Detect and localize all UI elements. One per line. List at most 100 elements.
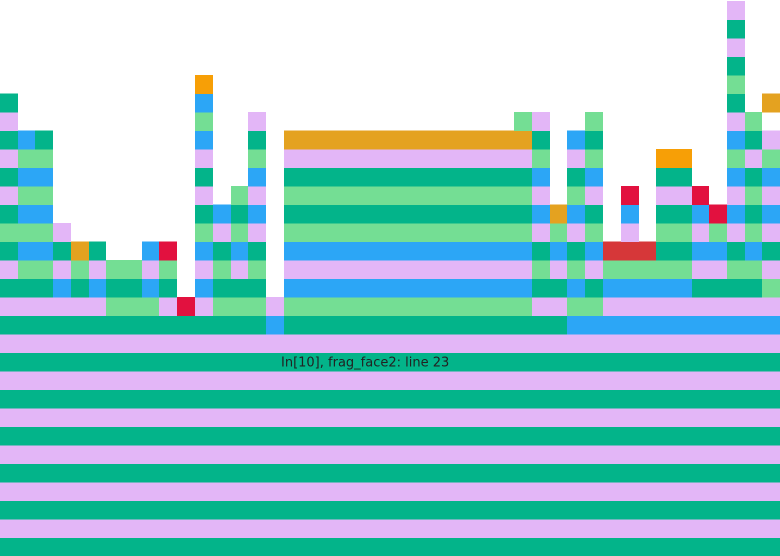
- flame-frame[interactable]: [0, 445, 780, 464]
- flame-frame[interactable]: [0, 241, 18, 261]
- flame-frame[interactable]: [727, 149, 745, 168]
- flame-frame[interactable]: [284, 315, 567, 335]
- flame-frame[interactable]: [0, 482, 780, 501]
- flame-frame[interactable]: [18, 204, 53, 224]
- flame-frame[interactable]: [585, 260, 603, 279]
- flame-frame[interactable]: [585, 112, 603, 131]
- flame-frame[interactable]: [585, 186, 603, 205]
- flame-frame[interactable]: [18, 130, 35, 150]
- flame-frame[interactable]: [727, 204, 745, 224]
- flame-frame[interactable]: [0, 297, 106, 316]
- flame-frame[interactable]: [0, 463, 780, 483]
- flame-frame[interactable]: [727, 223, 745, 242]
- flame-frame[interactable]: [745, 149, 762, 168]
- flame-frame[interactable]: [195, 204, 213, 224]
- flame-frame[interactable]: [567, 149, 585, 168]
- flame-frame[interactable]: [213, 260, 231, 279]
- flame-frame[interactable]: [727, 260, 762, 279]
- flame-frame[interactable]: [603, 241, 656, 261]
- flame-frame[interactable]: [585, 130, 603, 150]
- flame-frame[interactable]: [18, 149, 53, 168]
- flame-frame[interactable]: [727, 38, 745, 57]
- flame-frame[interactable]: [248, 130, 266, 150]
- flame-frame[interactable]: [18, 186, 53, 205]
- flame-frame[interactable]: [231, 204, 248, 224]
- flame-frame[interactable]: [762, 130, 780, 150]
- flame-frame[interactable]: [18, 260, 53, 279]
- flame-frame[interactable]: [603, 297, 780, 316]
- flame-frame[interactable]: [567, 297, 603, 316]
- flame-frame[interactable]: [727, 241, 745, 261]
- flame-frame[interactable]: [0, 500, 780, 520]
- flame-frame[interactable]: [248, 186, 266, 205]
- flame-frame[interactable]: [0, 112, 18, 131]
- flame-frame[interactable]: [656, 149, 692, 168]
- flame-frame[interactable]: [231, 186, 248, 205]
- flame-frame[interactable]: [656, 167, 692, 187]
- flame-frame[interactable]: [248, 112, 266, 131]
- flame-frame[interactable]: [585, 149, 603, 168]
- flame-frame[interactable]: [745, 241, 762, 261]
- flame-frame[interactable]: [585, 241, 603, 261]
- flame-frame[interactable]: [231, 260, 248, 279]
- flame-frame[interactable]: [195, 297, 213, 316]
- flame-frame[interactable]: [213, 204, 231, 224]
- flame-frame[interactable]: [248, 204, 266, 224]
- flame-frame[interactable]: [692, 223, 709, 242]
- flame-frame[interactable]: [745, 186, 762, 205]
- flame-frame[interactable]: [656, 241, 692, 261]
- flame-frame[interactable]: [603, 260, 692, 279]
- flame-frame[interactable]: [106, 260, 142, 279]
- flame-frame[interactable]: [585, 167, 603, 187]
- flame-frame[interactable]: [0, 519, 780, 538]
- flame-frame[interactable]: [0, 426, 780, 446]
- flame-frame[interactable]: [0, 260, 18, 279]
- flame-frame[interactable]: [284, 278, 532, 298]
- flame-frame[interactable]: [532, 260, 550, 279]
- flame-frame[interactable]: [18, 167, 53, 187]
- flame-frame[interactable]: [567, 167, 585, 187]
- flame-frame[interactable]: [213, 223, 231, 242]
- flame-frame[interactable]: [89, 278, 106, 298]
- flame-frame[interactable]: [0, 408, 780, 427]
- flame-frame[interactable]: [231, 241, 248, 261]
- flame-frame[interactable]: [0, 389, 780, 409]
- flame-frame[interactable]: [550, 223, 567, 242]
- flame-frame[interactable]: [195, 75, 213, 94]
- flame-frame[interactable]: [727, 130, 745, 150]
- flame-frame[interactable]: [284, 167, 532, 187]
- flame-frame[interactable]: [727, 112, 745, 131]
- flame-frame[interactable]: [567, 204, 585, 224]
- flame-frame[interactable]: [0, 93, 18, 113]
- flame-frame[interactable]: [284, 241, 532, 261]
- flame-frame[interactable]: [550, 204, 567, 224]
- flame-frame[interactable]: [532, 186, 550, 205]
- flame-frame[interactable]: [727, 56, 745, 76]
- flame-frame[interactable]: [621, 204, 639, 224]
- flame-frame[interactable]: [284, 223, 532, 242]
- flame-frame[interactable]: [727, 1, 745, 20]
- flame-frame[interactable]: [195, 93, 213, 113]
- flame-frame[interactable]: [142, 260, 159, 279]
- flame-frame[interactable]: [266, 315, 284, 335]
- flame-frame[interactable]: [532, 204, 550, 224]
- flame-frame[interactable]: [195, 130, 213, 150]
- flame-frame[interactable]: [0, 352, 780, 372]
- flame-frame[interactable]: [231, 223, 248, 242]
- flame-frame[interactable]: [53, 223, 71, 242]
- flame-frame[interactable]: [621, 223, 639, 242]
- flame-frame[interactable]: [762, 260, 780, 279]
- flame-frame[interactable]: [656, 186, 692, 205]
- flame-frame[interactable]: [567, 130, 585, 150]
- flame-frame[interactable]: [195, 278, 213, 298]
- flame-frame[interactable]: [159, 278, 177, 298]
- flame-frame[interactable]: [532, 112, 550, 131]
- flame-frame[interactable]: [532, 278, 567, 298]
- flame-frame[interactable]: [745, 204, 762, 224]
- flame-frame[interactable]: [692, 204, 709, 224]
- flame-frame[interactable]: [0, 278, 53, 298]
- flame-frame[interactable]: [284, 130, 532, 150]
- flame-frame[interactable]: [71, 241, 89, 261]
- flame-frame[interactable]: [762, 167, 780, 187]
- flame-frame[interactable]: [727, 75, 745, 94]
